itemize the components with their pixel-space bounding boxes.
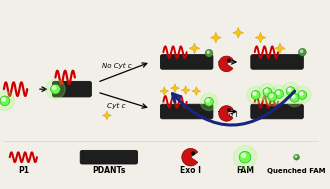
Circle shape <box>300 50 303 52</box>
Circle shape <box>233 146 257 169</box>
Circle shape <box>265 89 268 92</box>
Circle shape <box>242 153 246 157</box>
Circle shape <box>228 59 230 62</box>
Circle shape <box>205 49 213 57</box>
Polygon shape <box>192 87 201 95</box>
Polygon shape <box>211 32 221 43</box>
Circle shape <box>286 89 303 107</box>
Circle shape <box>206 99 210 102</box>
Circle shape <box>263 88 272 96</box>
Circle shape <box>298 48 306 56</box>
Polygon shape <box>171 84 180 93</box>
Polygon shape <box>189 43 200 54</box>
Polygon shape <box>233 27 244 38</box>
Wedge shape <box>182 148 198 166</box>
Circle shape <box>0 96 10 106</box>
Circle shape <box>275 90 283 98</box>
Circle shape <box>251 91 260 99</box>
Circle shape <box>259 83 276 101</box>
FancyBboxPatch shape <box>160 55 213 69</box>
Circle shape <box>2 98 5 101</box>
Circle shape <box>300 92 303 95</box>
Circle shape <box>270 94 273 97</box>
Text: PDANTs: PDANTs <box>92 166 126 175</box>
Wedge shape <box>219 56 233 72</box>
Circle shape <box>268 93 277 101</box>
Circle shape <box>247 86 264 104</box>
Circle shape <box>46 79 65 99</box>
Circle shape <box>52 86 56 89</box>
Circle shape <box>205 97 214 106</box>
Circle shape <box>290 94 299 102</box>
Circle shape <box>200 93 218 111</box>
Circle shape <box>286 87 295 95</box>
FancyBboxPatch shape <box>251 55 303 69</box>
Circle shape <box>294 86 311 104</box>
FancyBboxPatch shape <box>160 104 213 119</box>
Circle shape <box>192 152 194 155</box>
Text: Exo I: Exo I <box>180 166 201 175</box>
Circle shape <box>277 91 280 94</box>
Text: No Cyt c: No Cyt c <box>102 63 131 69</box>
Polygon shape <box>275 43 285 54</box>
Circle shape <box>263 88 281 106</box>
Polygon shape <box>160 87 169 95</box>
Wedge shape <box>219 106 233 121</box>
Polygon shape <box>181 86 190 94</box>
Polygon shape <box>255 32 266 43</box>
FancyArrowPatch shape <box>172 91 295 125</box>
Text: Cyt c: Cyt c <box>107 102 126 109</box>
Circle shape <box>298 91 307 99</box>
Circle shape <box>207 51 210 53</box>
Circle shape <box>239 151 251 163</box>
FancyBboxPatch shape <box>80 150 138 164</box>
Circle shape <box>288 88 291 91</box>
Circle shape <box>0 91 15 111</box>
Circle shape <box>295 156 297 157</box>
Text: FAM: FAM <box>236 166 254 175</box>
Circle shape <box>294 154 299 160</box>
Circle shape <box>292 95 295 98</box>
Circle shape <box>228 109 230 111</box>
Circle shape <box>282 82 299 100</box>
FancyBboxPatch shape <box>52 81 91 97</box>
Circle shape <box>270 85 288 103</box>
Text: P1: P1 <box>18 166 29 175</box>
Text: Exo I: Exo I <box>220 112 237 118</box>
Polygon shape <box>103 111 111 120</box>
Circle shape <box>50 84 60 94</box>
FancyBboxPatch shape <box>251 104 303 119</box>
Text: Quenched FAM: Quenched FAM <box>267 168 326 174</box>
Circle shape <box>253 92 256 95</box>
